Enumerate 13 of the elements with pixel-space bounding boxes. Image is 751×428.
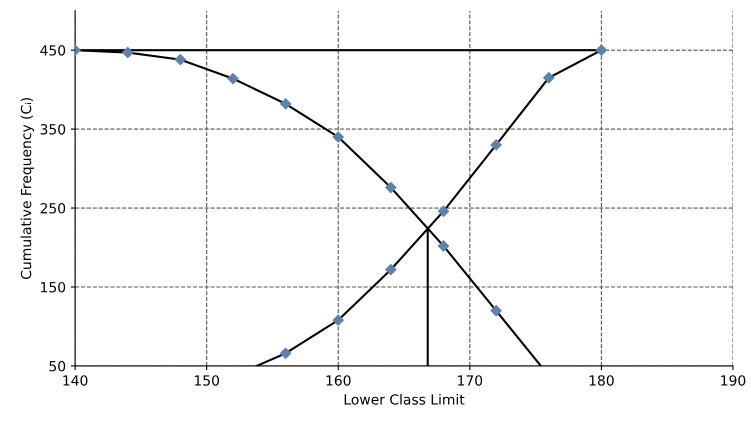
y-tick-label: 450 (40, 45, 66, 56)
x-tick-label: 190 (721, 375, 746, 386)
y-tick-label: 250 (40, 203, 66, 214)
x-tick-label: 180 (590, 375, 614, 386)
x-tick-label: 170 (458, 375, 482, 386)
y-tick-label: 50 (49, 360, 66, 372)
x-tick-label: 150 (194, 375, 220, 386)
y-tick-label: 150 (41, 282, 66, 292)
y-axis-title: Cumulative Frequency (Cᵢ) (20, 98, 34, 279)
y-tick-label: 350 (40, 124, 66, 135)
x-tick-label: 160 (326, 375, 351, 386)
x-tick-label: 140 (63, 375, 88, 386)
x-axis-title: Lower Class Limit (344, 394, 464, 405)
